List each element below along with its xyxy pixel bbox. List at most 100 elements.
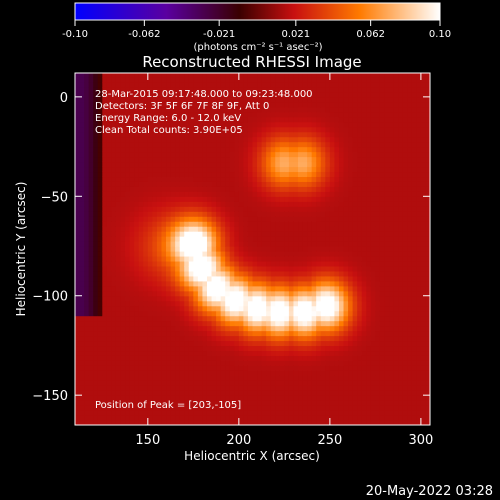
heatmap-cell bbox=[352, 270, 358, 277]
heatmap-cell bbox=[266, 191, 272, 197]
heatmap-cell bbox=[84, 410, 90, 416]
heatmap-cell bbox=[156, 385, 163, 391]
heatmap-cell bbox=[389, 305, 395, 312]
heatmap-cell bbox=[188, 275, 194, 282]
heatmap-cell bbox=[284, 181, 290, 187]
heatmap-cell bbox=[134, 370, 140, 376]
heatmap-cell bbox=[193, 186, 199, 192]
heatmap-cell bbox=[311, 350, 317, 356]
heatmap-cell bbox=[156, 156, 163, 163]
heatmap-cell bbox=[216, 126, 222, 133]
heatmap-cell bbox=[138, 166, 144, 173]
heatmap-cell bbox=[370, 121, 376, 128]
heatmap-cell bbox=[325, 216, 331, 222]
heatmap-cell bbox=[161, 76, 167, 83]
heatmap-cell bbox=[257, 345, 263, 352]
heatmap-cell bbox=[115, 126, 122, 133]
heatmap-cell bbox=[357, 186, 363, 192]
heatmap-cell bbox=[206, 275, 213, 282]
heatmap-cell bbox=[338, 86, 345, 93]
heatmap-cell bbox=[293, 73, 299, 78]
heatmap-cell bbox=[338, 216, 345, 222]
heatmap-cell bbox=[243, 231, 249, 237]
heatmap-cell bbox=[211, 315, 217, 322]
heatmap-cell bbox=[348, 226, 354, 232]
heatmap-cell bbox=[84, 166, 90, 173]
heatmap-cell bbox=[184, 315, 190, 322]
heatmap-cell bbox=[311, 73, 317, 78]
heatmap-cell bbox=[106, 340, 113, 347]
heatmap-cell bbox=[361, 186, 367, 192]
heatmap-cell bbox=[120, 246, 126, 252]
heatmap-cell bbox=[79, 231, 85, 237]
heatmap-cell bbox=[275, 275, 281, 282]
heatmap-cell bbox=[247, 126, 254, 133]
heatmap-cell bbox=[293, 250, 299, 257]
heatmap-cell bbox=[298, 131, 304, 138]
heatmap-cell bbox=[379, 106, 386, 113]
heatmap-cell bbox=[247, 310, 254, 317]
heatmap-cell bbox=[247, 255, 254, 262]
heatmap-cell bbox=[379, 76, 386, 83]
heatmap-cell bbox=[188, 226, 194, 232]
heatmap-cell bbox=[175, 141, 181, 148]
colorbar-tick-label: -0.062 bbox=[128, 29, 160, 40]
heatmap-cell bbox=[252, 285, 258, 292]
heatmap-cell bbox=[302, 221, 308, 227]
heatmap-cell bbox=[361, 73, 367, 78]
heatmap-cell bbox=[389, 380, 395, 386]
heatmap-cell bbox=[325, 375, 331, 381]
heatmap-cell bbox=[129, 116, 135, 123]
heatmap-cell bbox=[143, 121, 149, 128]
heatmap-cell bbox=[325, 415, 331, 421]
heatmap-cell bbox=[229, 181, 235, 187]
heatmap-cell bbox=[270, 121, 276, 128]
heatmap-cell bbox=[166, 201, 172, 207]
heatmap-cell bbox=[284, 121, 290, 128]
heatmap-cell bbox=[120, 161, 126, 168]
heatmap-cell bbox=[238, 260, 244, 267]
heatmap-cell bbox=[366, 191, 372, 197]
heatmap-cell bbox=[93, 141, 99, 148]
heatmap-cell bbox=[325, 236, 331, 242]
heatmap-cell bbox=[329, 191, 336, 197]
heatmap-cell bbox=[202, 176, 208, 182]
heatmap-cell bbox=[161, 410, 167, 416]
heatmap-cell bbox=[243, 226, 249, 232]
heatmap-cell bbox=[197, 181, 204, 187]
heatmap-cell bbox=[111, 395, 117, 401]
heatmap-cell bbox=[134, 221, 140, 227]
heatmap-cell bbox=[352, 370, 358, 376]
heatmap-cell bbox=[79, 201, 85, 207]
heatmap-cell bbox=[220, 275, 226, 282]
heatmap-cell bbox=[257, 410, 263, 416]
heatmap-cell bbox=[125, 310, 131, 317]
heatmap-cell bbox=[266, 96, 272, 103]
heatmap-cell bbox=[343, 166, 349, 173]
heatmap-cell bbox=[152, 221, 158, 227]
heatmap-cell bbox=[188, 101, 194, 108]
heatmap-cell bbox=[329, 325, 336, 332]
heatmap-cell bbox=[316, 91, 322, 98]
heatmap-cell bbox=[270, 111, 276, 118]
heatmap-cell bbox=[125, 340, 131, 347]
heatmap-cell bbox=[220, 355, 226, 361]
heatmap-cell bbox=[97, 241, 103, 247]
heatmap-cell bbox=[225, 350, 231, 356]
heatmap-cell bbox=[370, 231, 376, 237]
heatmap-cell bbox=[329, 181, 336, 187]
heatmap-cell bbox=[370, 156, 376, 163]
heatmap-cell bbox=[243, 196, 249, 202]
heatmap-cell bbox=[170, 320, 176, 327]
heatmap-cell bbox=[307, 76, 313, 83]
heatmap-cell bbox=[134, 270, 140, 277]
heatmap-cell bbox=[93, 73, 99, 78]
heatmap-cell bbox=[375, 375, 381, 381]
heatmap-cell bbox=[175, 400, 181, 406]
heatmap-cell bbox=[352, 415, 358, 421]
heatmap-cell bbox=[147, 395, 153, 401]
heatmap-cell bbox=[379, 211, 386, 217]
heatmap-cell bbox=[197, 340, 204, 347]
heatmap-cell bbox=[270, 390, 276, 396]
heatmap-cell bbox=[270, 191, 276, 197]
